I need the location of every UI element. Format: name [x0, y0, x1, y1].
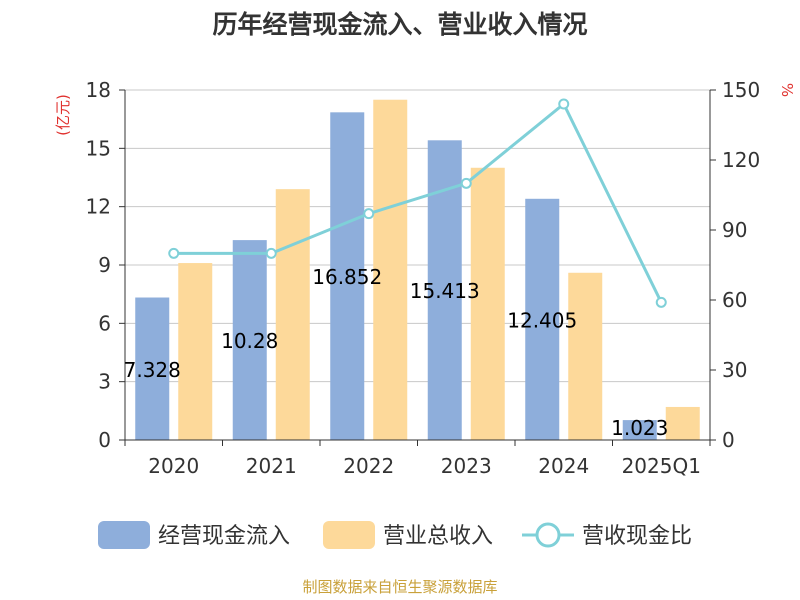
bar-cash-inflow	[525, 198, 560, 440]
x-tick-label: 2024	[538, 454, 589, 478]
bar-total-revenue	[470, 167, 505, 440]
y-left-tick-label: 12	[86, 195, 111, 219]
point-revenue-cash-ratio	[168, 247, 180, 259]
y-right-tick-label: 30	[722, 358, 747, 382]
legend: 经营现金流入 营业总收入 营收现金比	[98, 521, 692, 549]
legend-label-ratio: 营收现金比	[582, 524, 692, 549]
y-left-tick-label: 15	[86, 136, 111, 160]
axes: 0 3 6 9 12 15 18 0 30 60 90 120 150 (亿元)% 2020 2021 2022…	[54, 78, 796, 478]
line-revenue-cash-ratio	[173, 101, 663, 303]
bar-total-revenue	[568, 272, 603, 440]
y-right-tick-label: 150	[722, 78, 760, 102]
point-revenue-cash-ratio	[655, 296, 667, 308]
bar-total-revenue	[178, 263, 213, 440]
y-right-tick-label: 90	[722, 218, 747, 242]
y-left-tick-label: 18	[86, 78, 111, 102]
line-series-group	[168, 98, 667, 308]
bar-group	[135, 99, 700, 441]
chart-title: 历年经营现金流入、营业收入情况	[212, 10, 587, 39]
data-label-cash-inflow: 10.28	[221, 329, 278, 353]
bar-total-revenue	[275, 189, 310, 440]
data-label-cash-inflow: 16.852	[312, 265, 382, 289]
bar-cash-inflow	[330, 112, 365, 441]
y-left-tick-label: 9	[98, 253, 111, 277]
y-left-tick-label: 3	[98, 370, 111, 394]
y-left-tick-label: 6	[98, 311, 111, 335]
source-note: 制图数据来自恒生聚源数据库	[302, 578, 497, 596]
data-label-cash-inflow: 12.405	[507, 308, 577, 332]
x-tick-label: 2023	[441, 454, 492, 478]
point-revenue-cash-ratio	[265, 247, 277, 259]
y-right-tick-label: 0	[722, 428, 735, 452]
legend-label-cash-inflow: 经营现金流入	[158, 524, 290, 549]
legend-swatch-ratio-marker	[535, 522, 561, 548]
data-labels: 7.328 10.28 16.852 15.413 12.405 1.023	[124, 265, 669, 440]
legend-swatch-cash-inflow	[98, 521, 150, 549]
point-revenue-cash-ratio	[558, 98, 570, 110]
legend-swatch-total-revenue	[323, 521, 375, 549]
point-revenue-cash-ratio	[460, 177, 472, 189]
x-tick-label: 2020	[148, 454, 199, 478]
x-tick-label: 2025Q1	[622, 454, 701, 478]
y-left-tick-label: 0	[98, 428, 111, 452]
y-right-tick-label: 60	[722, 288, 747, 312]
bar-total-revenue	[373, 99, 408, 440]
grid-lines	[125, 89, 710, 383]
x-tick-label: 2021	[246, 454, 297, 478]
bar-cash-inflow	[135, 297, 170, 440]
y-right-unit-label: %	[778, 83, 796, 97]
y-left-unit-label: (亿元)	[54, 94, 72, 136]
bar-cash-inflow	[232, 240, 267, 440]
bar-total-revenue	[665, 406, 700, 440]
point-revenue-cash-ratio	[363, 208, 375, 220]
data-label-cash-inflow: 1.023	[611, 416, 668, 440]
x-tick-label: 2022	[343, 454, 394, 478]
data-label-cash-inflow: 15.413	[410, 279, 480, 303]
bar-cash-inflow	[622, 420, 657, 440]
legend-label-total-revenue: 营业总收入	[383, 524, 493, 549]
y-right-tick-label: 120	[722, 148, 760, 172]
data-label-cash-inflow: 7.328	[124, 358, 181, 382]
